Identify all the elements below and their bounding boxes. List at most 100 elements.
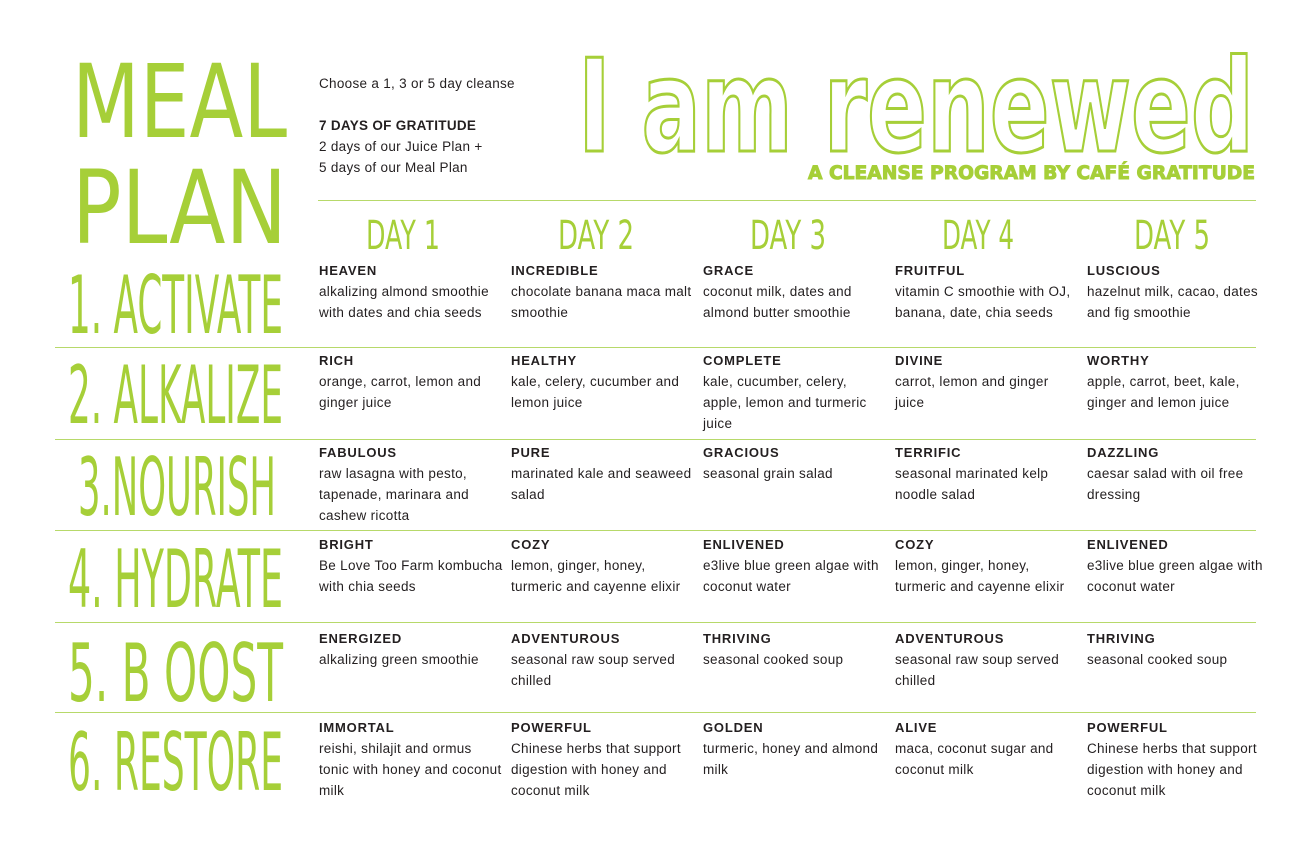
gratitude-block: 7 DAYS OF GRATITUDE 2 days of our Juice … [319,115,483,178]
meal-description: alkalizing almond smoothie with dates an… [319,284,489,320]
course-label: 1. ACTIVATE [68,259,283,352]
meal-name: ADVENTUROUS [511,631,621,646]
meal-name: GRACE [703,263,754,278]
day-header: DAY 2 [558,213,634,259]
meal-plan-title-line2: PLAN [72,149,287,268]
meal-plan-title-line1: MEAL [72,43,287,162]
meal-description: seasonal cooked soup [1087,652,1228,667]
meal-name: DIVINE [895,353,944,368]
course-label: 2. ALKALIZE [68,349,283,442]
row-divider [55,347,1256,348]
day-header: DAY 4 [942,213,1014,259]
meal-name: POWERFUL [511,720,592,735]
meal-description: seasonal grain salad [703,466,833,481]
meal-cell: HEALTHY kale, celery, cucumber and lemon … [511,350,696,413]
meal-cell: POWERFUL Chinese herbs that support diges… [511,717,696,801]
meal-name: FRUITFUL [895,263,965,278]
meal-description: Chinese herbs that support digestion wit… [1087,741,1257,798]
meal-name: POWERFUL [1087,720,1168,735]
row-divider [55,439,1256,440]
program-subtitle: A CLEANSE PROGRAM BY CAFÉ GRATITUDE [808,162,1256,184]
day-header: DAY 3 [750,213,826,259]
meal-name: LUSCIOUS [1087,263,1161,278]
meal-name: THRIVING [703,631,772,646]
meal-cell: ADVENTUROUS seasonal raw soup served chil… [511,628,696,691]
meal-name: ALIVE [895,720,938,735]
meal-cell: POWERFUL Chinese herbs that support diges… [1087,717,1272,801]
meal-cell: DIVINE carrot, lemon and ginger juice [895,350,1080,413]
meal-name: BRIGHT [319,537,374,552]
meal-name: TERRIFIC [895,445,962,460]
meal-description: alkalizing green smoothie [319,652,479,667]
meal-cell: ADVENTUROUS seasonal raw soup served chil… [895,628,1080,691]
meal-description: coconut milk, dates and almond butter sm… [703,284,852,320]
meal-cell: BRIGHT Be Love Too Farm kombucha with chi… [319,534,504,597]
meal-description: turmeric, honey and almond milk [703,741,879,777]
meal-description: seasonal raw soup served chilled [895,652,1060,688]
meal-cell: RICH orange, carrot, lemon and ginger jui… [319,350,504,413]
meal-name: COMPLETE [703,353,782,368]
meal-description: e3live blue green algae with coconut wat… [1087,558,1263,594]
meal-name: HEAVEN [319,263,378,278]
meal-description: kale, celery, cucumber and lemon juice [511,374,680,410]
meal-cell: FABULOUS raw lasagna with pesto, tapenade… [319,442,504,526]
meal-description: carrot, lemon and ginger juice [895,374,1049,410]
meal-cell: COMPLETE kale, cucumber, celery, apple, l… [703,350,888,434]
meal-cell: ENLIVENED e3live blue green algae with co… [1087,534,1272,597]
meal-cell: INCREDIBLE chocolate banana maca malt smo… [511,260,696,323]
meal-description: apple, carrot, beet, kale, ginger and le… [1087,374,1240,410]
meal-name: ADVENTUROUS [895,631,1005,646]
meal-description: seasonal marinated kelp noodle salad [895,466,1049,502]
gratitude-line1: 2 days of our Juice Plan + [319,139,483,154]
meal-description: vitamin C smoothie with OJ, banana, date… [895,284,1071,320]
meal-description: raw lasagna with pesto, tapenade, marina… [319,466,469,523]
meal-description: lemon, ginger, honey, turmeric and cayen… [895,558,1065,594]
meal-cell: COZY lemon, ginger, honey, turmeric and c… [511,534,696,597]
course-label: 5. B OOST [68,627,283,720]
meal-description: marinated kale and seaweed salad [511,466,692,502]
meal-description: hazelnut milk, cacao, dates and fig smoo… [1087,284,1258,320]
meal-cell: LUSCIOUS hazelnut milk, cacao, dates and … [1087,260,1272,323]
meal-name: ENLIVENED [703,537,785,552]
meal-name: FABULOUS [319,445,397,460]
meal-cell: PURE marinated kale and seaweed salad [511,442,696,505]
day-header: DAY 1 [366,213,440,259]
meal-name: PURE [511,445,551,460]
course-label: 3.NOURISH [78,441,276,534]
meal-cell: IMMORTAL reishi, shilajit and ormus tonic… [319,717,504,801]
meal-name: THRIVING [1087,631,1156,646]
meal-name: ENLIVENED [1087,537,1169,552]
meal-name: IMMORTAL [319,720,395,735]
course-label: 4. HYDRATE [68,533,283,626]
meal-description: seasonal raw soup served chilled [511,652,676,688]
meal-description: kale, cucumber, celery, apple, lemon and… [703,374,867,431]
meal-description: chocolate banana maca malt smoothie [511,284,692,320]
gratitude-heading: 7 DAYS OF GRATITUDE [319,118,477,133]
day-header: DAY 5 [1134,213,1210,259]
meal-description: caesar salad with oil free dressing [1087,466,1244,502]
meal-cell: GOLDEN turmeric, honey and almond milk [703,717,888,780]
meal-cell: ENLIVENED e3live blue green algae with co… [703,534,888,597]
meal-name: COZY [511,537,551,552]
meal-description: Be Love Too Farm kombucha with chia seed… [319,558,503,594]
meal-cell: COZY lemon, ginger, honey, turmeric and c… [895,534,1080,597]
meal-cell: THRIVING seasonal cooked soup [703,628,888,670]
meal-name: COZY [895,537,935,552]
meal-name: GOLDEN [703,720,764,735]
meal-description: seasonal cooked soup [703,652,844,667]
gratitude-line2: 5 days of our Meal Plan [319,160,468,175]
course-label: 6. RESTORE [68,716,283,809]
row-divider [55,530,1256,531]
meal-description: e3live blue green algae with coconut wat… [703,558,879,594]
intro-text: Choose a 1, 3 or 5 day cleanse [319,76,515,91]
meal-cell: GRACE coconut milk, dates and almond butt… [703,260,888,323]
meal-name: INCREDIBLE [511,263,599,278]
row-divider [55,622,1256,623]
meal-cell: DAZZLING caesar salad with oil free dress… [1087,442,1272,505]
meal-name: GRACIOUS [703,445,780,460]
meal-cell: ALIVE maca, coconut sugar and coconut mil… [895,717,1080,780]
meal-description: orange, carrot, lemon and ginger juice [319,374,482,410]
meal-description: reishi, shilajit and ormus tonic with ho… [319,741,502,798]
meal-cell: FRUITFUL vitamin C smoothie with OJ, bana… [895,260,1080,323]
meal-description: Chinese herbs that support digestion wit… [511,741,681,798]
